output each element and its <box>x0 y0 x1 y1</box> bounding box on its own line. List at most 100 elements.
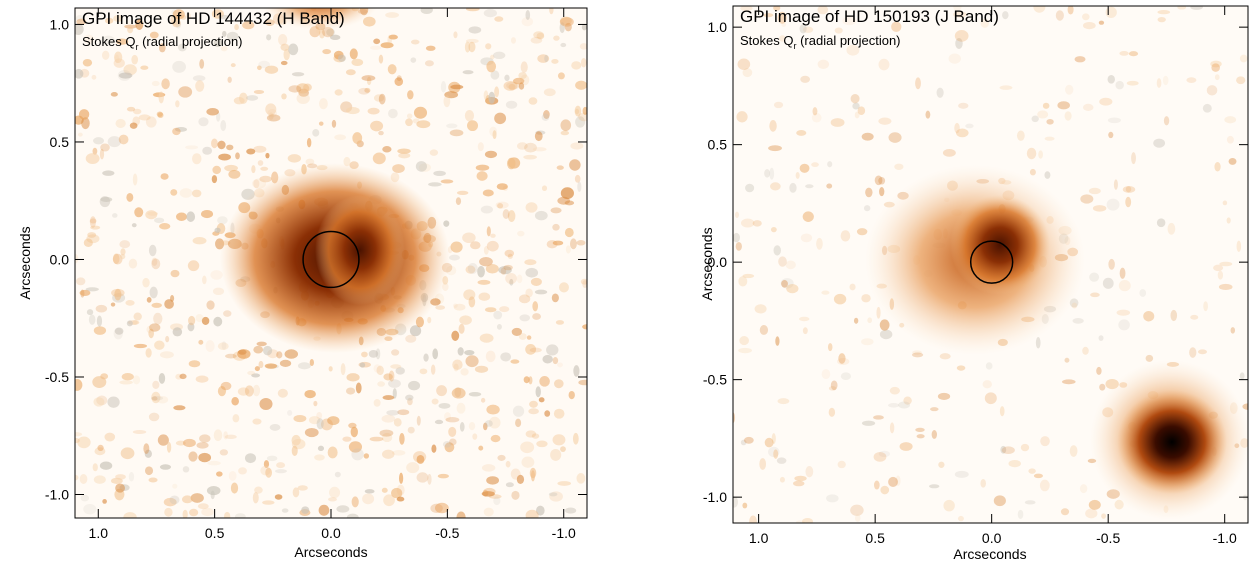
speckle <box>984 392 997 405</box>
speckle <box>293 414 307 423</box>
speckle <box>132 173 138 186</box>
speckle <box>735 241 742 251</box>
speckle <box>777 11 787 24</box>
speckle <box>930 407 939 412</box>
panel: GPI image of HD 144432 (H Band) Stokes Q… <box>17 7 588 560</box>
subtitle-text: (radial projection) <box>138 34 242 49</box>
speckle <box>1057 101 1070 110</box>
speckle <box>518 333 527 340</box>
speckle <box>217 385 227 397</box>
speckle <box>195 80 205 92</box>
speckle <box>77 132 83 137</box>
speckle <box>264 363 278 369</box>
speckle <box>172 9 185 20</box>
speckle <box>488 416 501 429</box>
speckle <box>113 15 123 22</box>
speckle <box>146 325 153 334</box>
speckle <box>378 130 384 136</box>
speckle <box>316 411 323 420</box>
speckle <box>280 43 290 51</box>
speckle <box>1099 97 1113 106</box>
speckle <box>507 210 516 222</box>
speckle <box>346 107 360 115</box>
speckle <box>553 35 560 41</box>
speckle <box>528 97 538 105</box>
speckle <box>483 9 498 18</box>
speckle <box>416 472 429 483</box>
speckle <box>444 412 451 421</box>
speckle <box>423 353 429 362</box>
speckle <box>1082 13 1090 21</box>
speckle <box>216 471 223 477</box>
speckle <box>480 397 486 403</box>
speckle <box>525 288 533 298</box>
speckle <box>253 179 260 189</box>
emission <box>950 195 1050 295</box>
speckle <box>1139 289 1147 297</box>
speckle <box>197 503 209 510</box>
speckle <box>483 246 489 255</box>
speckle <box>1202 103 1212 113</box>
speckle <box>396 496 405 502</box>
speckle <box>982 380 992 389</box>
speckle <box>805 466 814 478</box>
speckle <box>303 83 312 92</box>
speckle <box>329 486 341 499</box>
speckle <box>345 387 356 395</box>
speckle <box>1039 479 1050 492</box>
speckle <box>479 333 494 343</box>
speckle <box>878 58 890 71</box>
speckle <box>191 189 202 198</box>
speckle <box>361 75 376 81</box>
speckle <box>512 405 525 417</box>
speckle <box>149 286 158 299</box>
speckle <box>151 302 162 308</box>
speckle <box>564 200 575 206</box>
speckle <box>516 142 528 150</box>
speckle <box>754 304 767 314</box>
speckle <box>237 387 250 396</box>
speckle <box>544 54 549 63</box>
y-tick-label: 0.0 <box>708 254 728 270</box>
speckle <box>477 279 491 285</box>
speckle <box>578 379 587 386</box>
speckle <box>854 514 861 522</box>
speckle <box>742 273 755 279</box>
speckle <box>486 226 491 237</box>
speckle <box>133 343 148 349</box>
speckle <box>75 68 84 79</box>
speckle <box>1203 301 1208 312</box>
speckle <box>262 500 275 505</box>
speckle <box>1020 443 1030 452</box>
speckle <box>505 100 518 109</box>
speckle <box>525 202 538 213</box>
speckle <box>478 292 491 301</box>
x-tick-label: -0.5 <box>1096 530 1120 546</box>
speckle <box>857 106 866 116</box>
speckle <box>99 461 113 470</box>
speckle <box>771 433 776 445</box>
speckle <box>277 388 288 398</box>
speckle <box>370 120 384 132</box>
speckle <box>827 343 833 352</box>
speckle <box>517 230 525 237</box>
speckle <box>525 267 539 278</box>
speckle <box>780 278 794 289</box>
speckle <box>853 317 859 324</box>
speckle <box>880 485 890 495</box>
speckle <box>736 111 748 123</box>
speckle <box>498 265 512 275</box>
speckle <box>148 244 157 257</box>
speckle <box>164 507 173 517</box>
y-tick-label: 1.0 <box>50 16 70 32</box>
speckle <box>942 148 956 157</box>
speckle <box>485 350 496 363</box>
speckle <box>468 26 482 34</box>
speckle <box>1115 80 1124 90</box>
speckle <box>431 444 437 453</box>
speckle <box>267 109 278 118</box>
speckle <box>734 211 740 218</box>
speckle <box>381 414 396 423</box>
speckle <box>542 354 553 364</box>
speckle <box>1033 473 1043 479</box>
